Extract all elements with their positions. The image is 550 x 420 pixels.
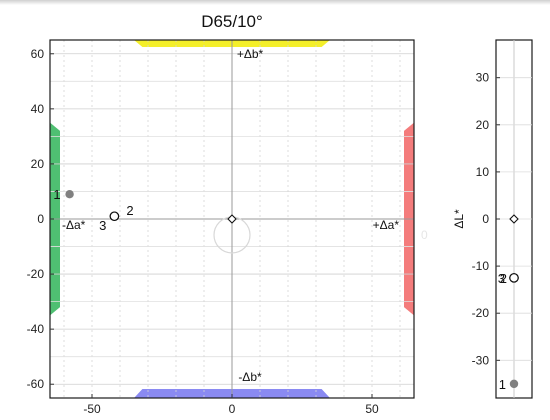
x-tick-label: -50 [83,402,101,416]
y-tick-label: 20 [31,157,45,171]
pos-b-label: +Δb* [237,47,264,61]
y-tick-label: 0 [37,212,44,226]
neg-b-label: -Δb* [238,370,262,384]
tolerance-circle-label: 0 [421,228,428,242]
y-tick-label: -60 [27,377,45,391]
neg-a-label: -Δa* [62,218,86,232]
dl-point-label: 3 [498,271,505,286]
y-tick-label: 40 [31,102,45,116]
data-points: 1 2 3 [53,187,237,233]
x-tick-label: 50 [365,402,379,416]
point-label: 1 [53,187,60,202]
dl-point-label: 1 [499,377,506,392]
dl-tick-label: 30 [476,71,490,85]
dl-data-point-filled [509,379,519,389]
dl-axis-label: ΔL* [452,209,466,229]
tick-labels: -60 -40 -20 0 20 40 60 -50 0 50 [27,47,379,416]
y-tick-label: -40 [27,322,45,336]
dl-tick-label: 10 [476,165,490,179]
dl-point-label: 2 [500,271,507,286]
dl-tick-label: -30 [472,353,490,367]
dl-tick-label: 0 [482,212,489,226]
dl-reference-diamond [509,214,519,224]
pos-a-label: +Δa* [373,218,400,232]
dl-tick-label: -20 [472,306,490,320]
data-point-filled [65,190,74,199]
dl-chart: -30 -20 -10 0 10 20 30 ΔL* 23 1 [452,39,533,399]
y-tick-label: -20 [27,267,45,281]
data-point-open [109,211,120,222]
dl-tick-label: 20 [476,118,490,132]
dl-data-points: 23 1 [498,214,519,392]
dl-tick-labels: -30 -20 -10 0 10 20 30 [472,71,500,367]
point-label: 2 [126,203,133,218]
x-tick-label: 0 [229,402,236,416]
dl-data-point-open [509,273,519,283]
point-label: 3 [99,218,106,233]
dl-tick-label: -10 [472,259,490,273]
top-rule [0,0,550,5]
y-tick-label: 60 [31,47,45,61]
reference-diamond [227,214,237,224]
chart-title: D65/10° [201,12,263,31]
